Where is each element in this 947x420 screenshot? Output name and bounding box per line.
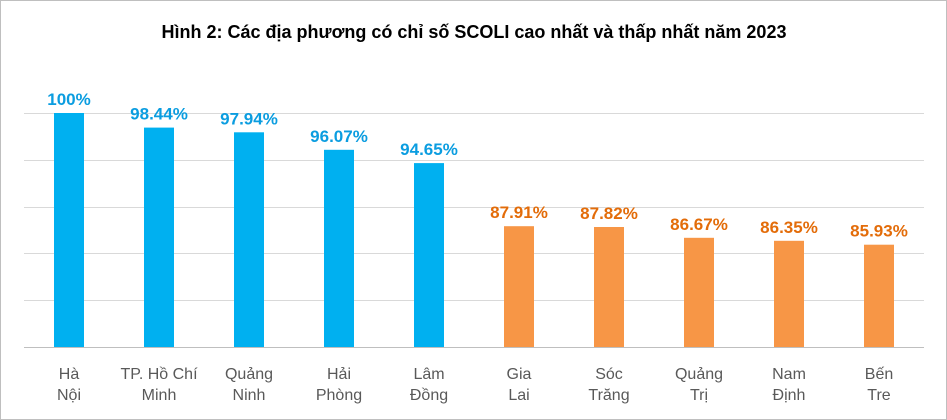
bar (54, 113, 84, 347)
data-label: 100% (47, 90, 90, 109)
data-label: 86.35% (760, 218, 818, 237)
category-label: Lâm (413, 366, 444, 383)
category-label: Hà (59, 366, 80, 383)
data-label: 87.91% (490, 203, 548, 222)
category-label: Nam (772, 366, 806, 383)
bar (684, 237, 714, 347)
data-label: 87.82% (580, 204, 638, 223)
data-label: 96.07% (310, 127, 368, 146)
bar (234, 132, 264, 347)
bars (54, 113, 894, 347)
bar (504, 226, 534, 347)
data-label: 98.44% (130, 105, 188, 124)
category-label: Đồng (410, 387, 448, 404)
bar (864, 244, 894, 347)
category-label: Phòng (316, 387, 362, 404)
bar (414, 163, 444, 347)
data-label: 85.93% (850, 222, 908, 241)
bar (594, 227, 624, 347)
category-label: Bến (865, 366, 893, 383)
category-label: Tre (867, 387, 891, 404)
category-labels: Hà Nội TP. Hồ Chí Minh Quảng Ninh Hải Phòng Lâm Đ… (57, 366, 893, 404)
value-labels: 100% 98.44% 97.94% 96.07% 94.65% 87.91% 87.82%… (47, 90, 908, 241)
bar (774, 240, 804, 347)
category-label: Lai (508, 387, 529, 404)
category-label: Hải (327, 366, 351, 383)
bar (144, 127, 174, 347)
category-label: Nội (57, 387, 81, 404)
category-label: Minh (142, 387, 177, 404)
category-label: TP. Hồ Chí (120, 366, 198, 383)
data-label: 94.65% (400, 140, 458, 159)
bar (324, 149, 354, 347)
category-label: Ninh (233, 387, 266, 404)
category-label: Quảng (675, 366, 723, 383)
category-label: Định (773, 387, 806, 404)
category-label: Trị (690, 387, 708, 404)
chart-title: Hình 2: Các địa phương có chỉ số SCOLI c… (162, 22, 787, 42)
category-label: Gia (507, 366, 532, 383)
data-label: 86.67% (670, 215, 728, 234)
category-label: Sóc (595, 366, 623, 383)
data-label: 97.94% (220, 109, 278, 128)
category-label: Trăng (588, 387, 629, 404)
category-label: Quảng (225, 366, 273, 383)
